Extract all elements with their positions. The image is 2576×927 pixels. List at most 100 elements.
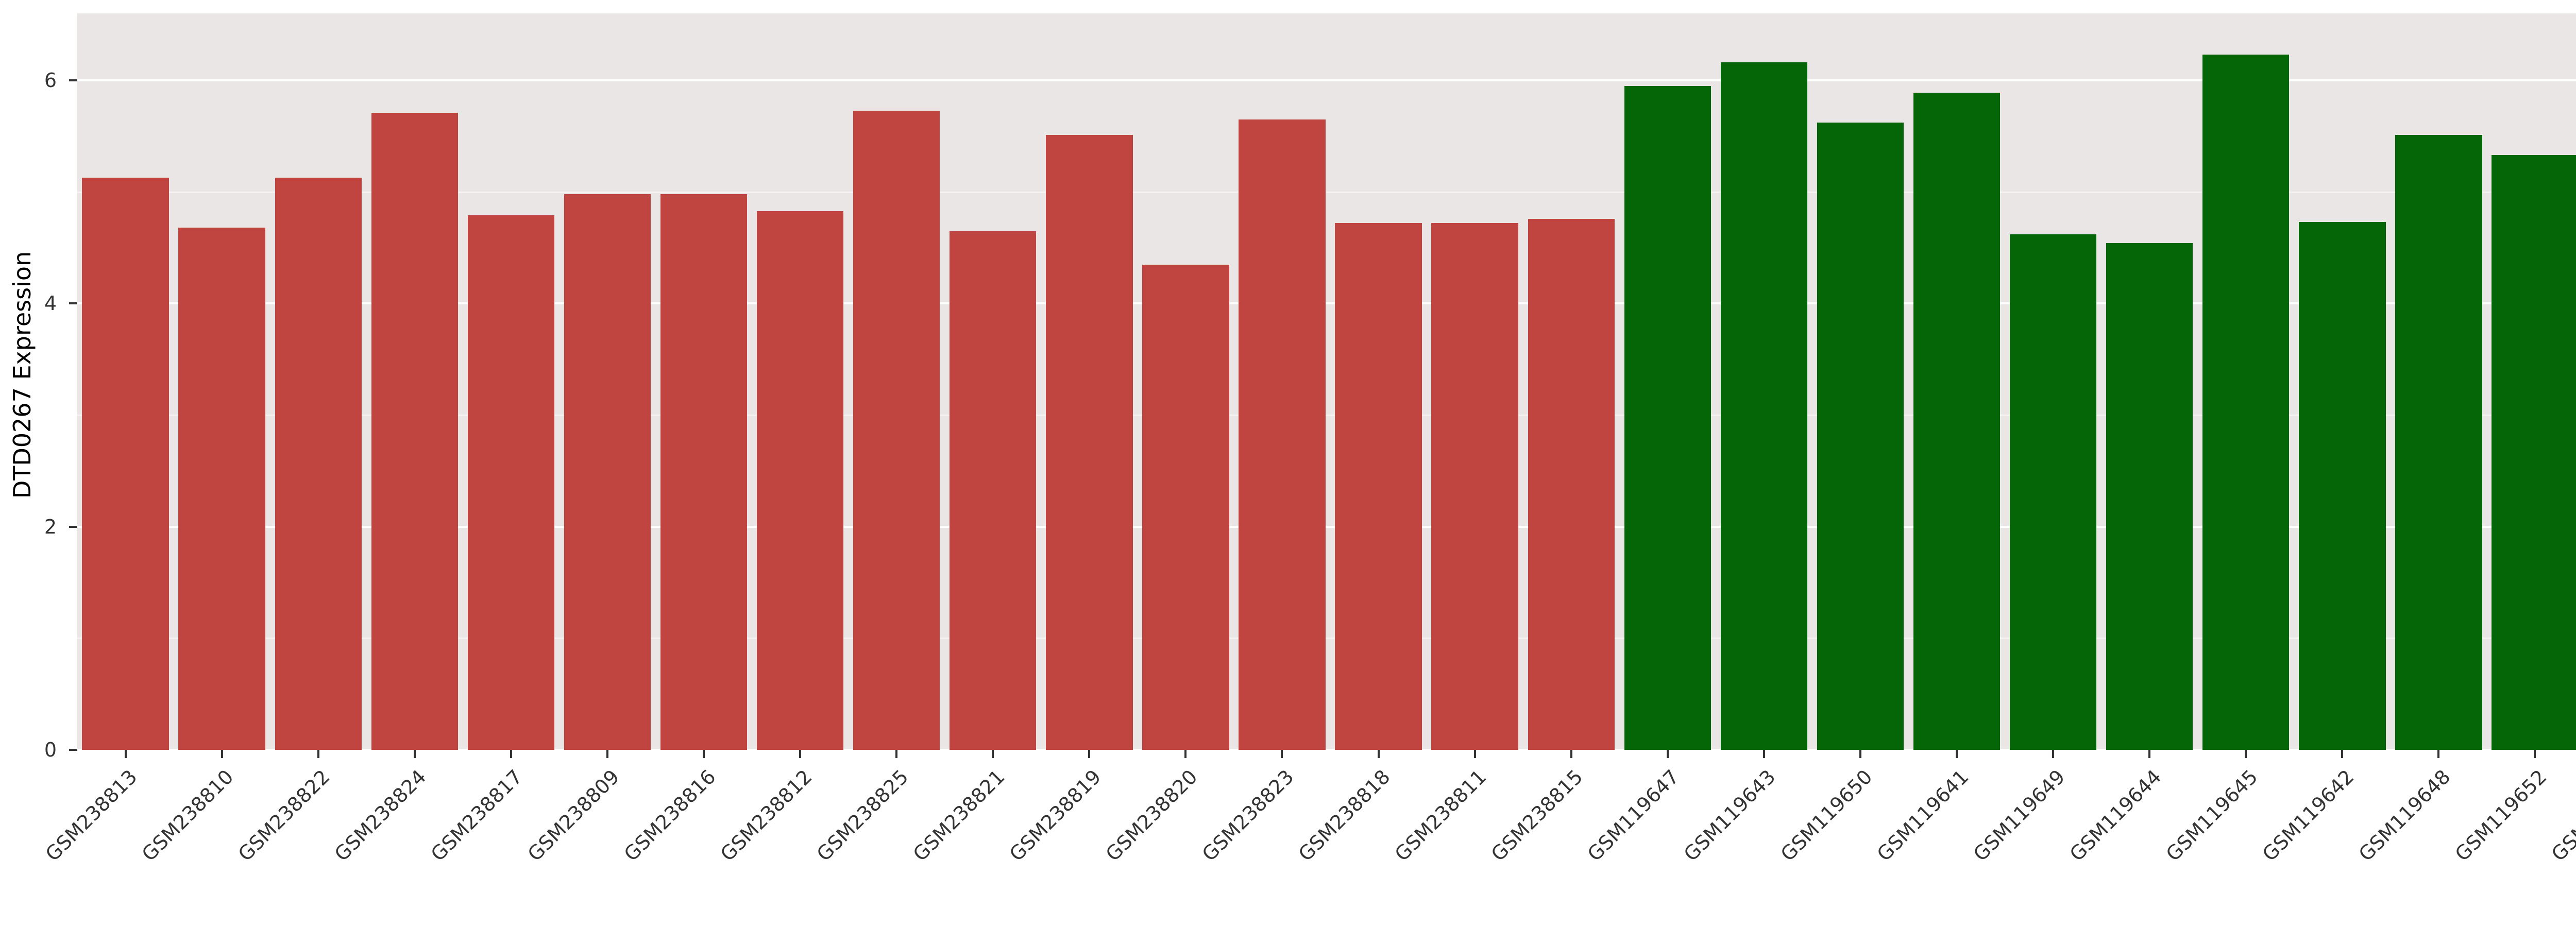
bar-cell bbox=[2391, 13, 2487, 750]
x-tick-cell: GSM119642 bbox=[2258, 750, 2391, 927]
x-tick-mark bbox=[1859, 750, 1861, 758]
x-tick-mark bbox=[799, 750, 802, 758]
bar-cell bbox=[463, 13, 559, 750]
bar bbox=[1335, 223, 1422, 750]
bar-cell bbox=[1908, 13, 2005, 750]
y-tick-label: 0 bbox=[44, 739, 57, 761]
y-tick-mark bbox=[69, 749, 77, 751]
x-tick-mark bbox=[124, 750, 127, 758]
bar-cell bbox=[752, 13, 849, 750]
x-tick-cell: GSM238815 bbox=[1487, 750, 1619, 927]
x-tick-cell: GSM119644 bbox=[2065, 750, 2198, 927]
bar bbox=[467, 215, 555, 750]
y-tick-label: 2 bbox=[44, 515, 57, 538]
x-tick-cell: GSM119645 bbox=[2162, 750, 2294, 927]
x-tick-mark bbox=[2437, 750, 2440, 758]
x-tick-cell: GSM238824 bbox=[330, 750, 463, 927]
bar bbox=[1046, 135, 1133, 750]
bar-cell bbox=[559, 13, 655, 750]
x-tick-cell: GSM238819 bbox=[1005, 750, 1138, 927]
x-tick-mark bbox=[2534, 750, 2536, 758]
bar-cell bbox=[1330, 13, 1427, 750]
x-tick-label: GSM238813 bbox=[41, 765, 142, 866]
bar bbox=[1720, 62, 1808, 750]
x-tick-cell: GSM119647 bbox=[1583, 750, 1716, 927]
bar-cell bbox=[174, 13, 270, 750]
x-tick-cell: GSM238823 bbox=[1198, 750, 1330, 927]
x-tick-mark bbox=[1377, 750, 1380, 758]
y-tick-mark bbox=[69, 302, 77, 305]
major-gridline bbox=[77, 749, 2576, 751]
bar-cell bbox=[366, 13, 463, 750]
bar-cell bbox=[1523, 13, 1619, 750]
x-tick-cell: GSM238812 bbox=[716, 750, 849, 927]
bar bbox=[275, 177, 362, 750]
bar bbox=[1913, 92, 2001, 750]
x-tick-mark bbox=[1956, 750, 1958, 758]
x-tick-cell: GSM238810 bbox=[138, 750, 270, 927]
minor-gridline bbox=[77, 415, 2576, 416]
major-gridline bbox=[77, 302, 2576, 305]
bar bbox=[853, 110, 940, 750]
x-tick-mark bbox=[703, 750, 705, 758]
minor-gridline bbox=[77, 638, 2576, 639]
y-tick-mark bbox=[69, 525, 77, 528]
x-tick-mark bbox=[1184, 750, 1187, 758]
bar bbox=[1431, 223, 1518, 750]
bar-cell bbox=[849, 13, 945, 750]
bar bbox=[2299, 222, 2386, 750]
x-tick-mark bbox=[317, 750, 319, 758]
bar bbox=[1817, 123, 1904, 750]
bar-cell bbox=[655, 13, 752, 750]
major-gridline bbox=[77, 79, 2576, 82]
bar bbox=[2106, 243, 2193, 750]
bar bbox=[82, 177, 169, 750]
x-tick-cell: GSM238818 bbox=[1294, 750, 1427, 927]
x-tick-mark bbox=[1762, 750, 1765, 758]
x-tick-mark bbox=[2245, 750, 2247, 758]
bar-cell bbox=[270, 13, 366, 750]
bars-container bbox=[77, 13, 2576, 750]
x-tick-mark bbox=[1088, 750, 1091, 758]
x-tick-cell: GSM119649 bbox=[1969, 750, 2102, 927]
bar-cell bbox=[1041, 13, 1138, 750]
bar-cell bbox=[1427, 13, 1523, 750]
x-tick-cell: GSM119648 bbox=[2354, 750, 2487, 927]
x-tick-cell: GSM238817 bbox=[427, 750, 559, 927]
x-tick-mark bbox=[1473, 750, 1476, 758]
bar bbox=[1142, 264, 1229, 750]
x-tick-cell: GSM238822 bbox=[234, 750, 366, 927]
x-tick-cell: GSM238811 bbox=[1391, 750, 1523, 927]
y-tick-label: 4 bbox=[44, 292, 57, 315]
x-tick-cell: GSM238825 bbox=[812, 750, 945, 927]
y-tick-label: 6 bbox=[44, 69, 57, 92]
bar bbox=[371, 112, 458, 750]
x-tick-cell: GSM238816 bbox=[619, 750, 752, 927]
bar-cell bbox=[945, 13, 1041, 750]
x-tick-mark bbox=[510, 750, 512, 758]
bar-cell bbox=[77, 13, 174, 750]
minor-gridline bbox=[77, 191, 2576, 193]
y-tick-mark bbox=[69, 79, 77, 82]
x-axis: GSM238813 GSM238810 GSM238822 GSM238824 GSM2… bbox=[41, 750, 2576, 927]
x-tick-mark bbox=[221, 750, 223, 758]
x-tick-mark bbox=[992, 750, 994, 758]
bar bbox=[564, 194, 651, 750]
bar-cell bbox=[1234, 13, 1330, 750]
x-tick-mark bbox=[1666, 750, 1669, 758]
x-tick-cell: GSM119650 bbox=[1776, 750, 1908, 927]
bar-cell bbox=[2005, 13, 2102, 750]
x-tick-cell: GSM238809 bbox=[523, 750, 655, 927]
bar bbox=[2395, 135, 2482, 750]
x-tick-mark bbox=[2052, 750, 2055, 758]
bar-cell bbox=[2294, 13, 2391, 750]
x-tick-mark bbox=[606, 750, 608, 758]
bar bbox=[2009, 234, 2097, 750]
bar bbox=[178, 228, 265, 750]
x-tick-cell: GSM238820 bbox=[1101, 750, 1234, 927]
bar-cell bbox=[1138, 13, 1234, 750]
x-tick-cell: GSM119643 bbox=[1680, 750, 1812, 927]
x-tick-mark bbox=[2341, 750, 2344, 758]
x-tick-cell: GSM238821 bbox=[909, 750, 1041, 927]
